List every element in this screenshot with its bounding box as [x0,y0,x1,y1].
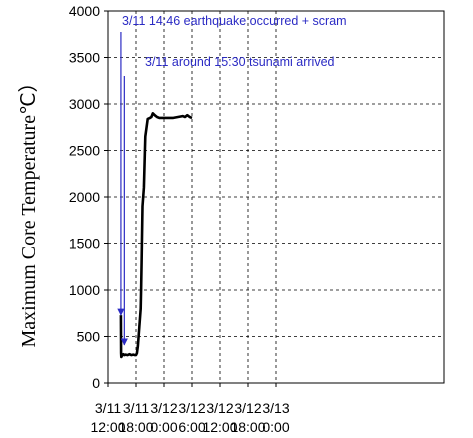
x-tick-time-label: 18:00 [230,419,265,435]
y-tick-label: 1000 [69,282,100,298]
y-tick-label: 4000 [69,3,100,19]
y-axis-label: Maximum Core Temperature℃） [17,72,40,347]
x-tick-date-label: 3/11 [123,400,149,416]
y-tick-label: 0 [92,375,100,391]
x-tick-date-label: 3/12 [206,400,233,416]
x-tick-time-label: 0:00 [262,419,289,435]
annotation-label: 3/11 around 15:30 tsunami arrived [145,55,335,69]
temperature-series-line [119,112,193,359]
x-tick-date-label: 3/13 [262,400,289,416]
y-tick-label: 3500 [69,50,100,66]
grid-lines [108,11,444,383]
y-tick-label: 1500 [69,236,100,252]
x-tick-time-label: 6:00 [178,419,205,435]
x-tick-date-label: 3/12 [178,400,205,416]
annotations: 3/11 14:46 earthquake occurred + scram 3/… [117,14,347,346]
x-tick-time-label: 0:00 [150,419,177,435]
y-tick-label: 500 [77,329,101,345]
y-axis-ticks: 0 500 1000 1500 2000 2500 3000 3500 4000 [69,3,108,391]
y-tick-label: 2500 [69,143,100,159]
x-tick-time-label: 12:00 [202,419,237,435]
x-tick-date-label: 3/11 [95,400,121,416]
x-tick-date-label: 3/12 [234,400,261,416]
x-axis-ticks: 3/1112:003/1118:003/120:003/126:003/1212… [90,383,290,435]
annotation-label: 3/11 14:46 earthquake occurred + scram [122,14,347,28]
x-tick-date-label: 3/12 [150,400,177,416]
y-tick-label: 3000 [69,96,100,112]
x-tick-time-label: 18:00 [118,419,153,435]
x-tick-time-label: 12:00 [90,419,125,435]
y-tick-label: 2000 [69,189,100,205]
series-layer [119,112,193,359]
